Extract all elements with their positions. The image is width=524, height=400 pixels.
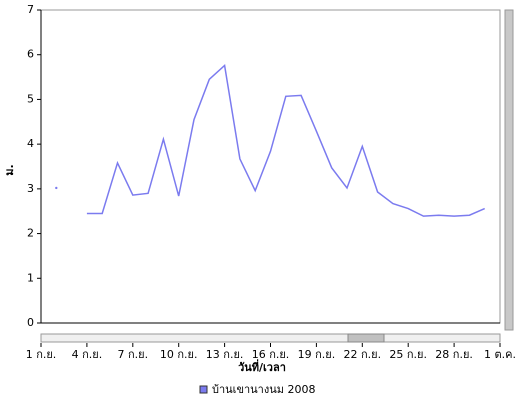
point	[55, 186, 58, 190]
legend-label: บ้านเขานางนม 2008	[212, 383, 315, 396]
line	[86, 63, 486, 217]
x-tick-label: 13 ก.ย.	[206, 348, 244, 361]
h-scrollbar[interactable]	[40, 333, 501, 343]
v-scrollbar[interactable]	[504, 9, 514, 331]
x-tick-label: 7 ก.ย.	[118, 348, 149, 361]
y-tick-label: 0	[27, 316, 34, 329]
legend-swatch	[199, 385, 208, 394]
x-axis-label: วันที่/เวลา	[238, 359, 286, 374]
scroll-thumb[interactable]	[347, 333, 385, 343]
x-tick-label: 19 ก.ย.	[298, 348, 336, 361]
x-tick-label: 1 ก.ย.	[26, 348, 57, 361]
y-tick-label: 1	[27, 271, 34, 284]
y-axis-label: ม.	[3, 164, 16, 175]
y-tick-label: 6	[27, 48, 34, 61]
x-tick-label: 22 ก.ย.	[344, 348, 382, 361]
x-tick-label: 16 ก.ย.	[252, 348, 290, 361]
x-tick-label: 28 ก.ย.	[435, 348, 473, 361]
y-tick-label: 7	[27, 3, 34, 16]
x-tick-label: 1 ต.ค.	[484, 348, 516, 361]
x-tick-label: 25 ก.ย.	[389, 348, 427, 361]
x-tick-label: 4 ก.ย.	[72, 348, 103, 361]
y-tick-label: 3	[27, 182, 34, 195]
y-tick-label: 4	[27, 137, 34, 150]
y-tick-label: 2	[27, 227, 34, 240]
y-tick-label: 5	[27, 92, 34, 105]
x-tick-label: 10 ก.ย.	[160, 348, 198, 361]
